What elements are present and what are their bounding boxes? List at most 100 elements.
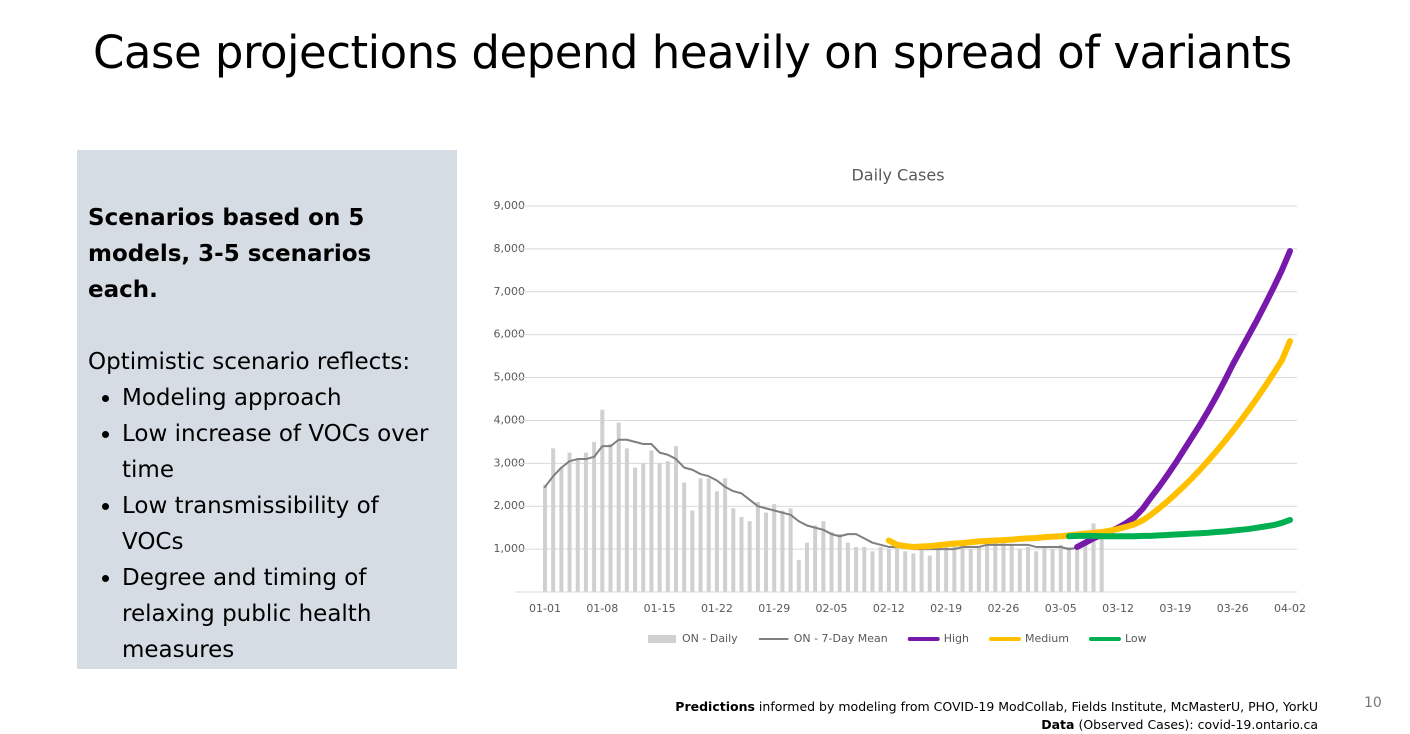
footer: Predictions informed by modeling from COV… — [675, 698, 1318, 734]
bar — [1026, 546, 1031, 592]
bar — [616, 422, 621, 592]
bar — [641, 463, 646, 592]
bar — [583, 452, 588, 592]
page-number: 10 — [1364, 695, 1382, 711]
bar — [1009, 544, 1014, 592]
bar — [1066, 546, 1071, 592]
bar — [1050, 549, 1055, 592]
bar — [731, 508, 736, 592]
bar — [952, 542, 957, 592]
bar — [698, 478, 703, 592]
bar — [723, 478, 728, 592]
bar — [1091, 523, 1096, 592]
bar — [1099, 536, 1104, 592]
series-line — [1065, 516, 1293, 540]
x-tick-label: 04-02 — [1274, 602, 1306, 615]
bar — [968, 549, 973, 592]
y-tick-label: 9,000 — [494, 199, 526, 212]
bar — [559, 467, 564, 592]
panel-intro: Optimistic scenario reflects: — [88, 349, 411, 375]
bar — [804, 542, 809, 592]
y-tick-label: 8,000 — [494, 242, 526, 255]
bar — [870, 551, 875, 592]
bar — [911, 553, 916, 592]
bar — [862, 546, 867, 592]
bar — [543, 484, 547, 592]
bullet: Low transmissibility of VOCs — [122, 488, 447, 560]
x-tick-label: 02-12 — [873, 602, 905, 615]
bar — [706, 478, 711, 592]
bar — [714, 491, 719, 592]
y-tick-label: 4,000 — [494, 413, 526, 426]
bar — [1083, 544, 1088, 592]
bar — [845, 542, 850, 592]
footer-text: (Observed Cases): covid-19.ontario.ca — [1078, 717, 1318, 732]
bar — [551, 448, 556, 592]
bar — [1001, 538, 1006, 592]
legend-label: Medium — [1025, 632, 1069, 645]
bar — [1017, 549, 1022, 592]
legend-label: Low — [1125, 632, 1147, 645]
bar — [935, 549, 940, 592]
legend-label: ON - Daily — [682, 632, 738, 645]
bar — [944, 546, 949, 592]
bar — [649, 450, 654, 592]
bar — [1058, 544, 1063, 592]
bar — [813, 525, 818, 592]
bar — [796, 559, 801, 592]
bar — [903, 551, 908, 592]
bar — [673, 446, 678, 592]
bar — [624, 448, 629, 592]
text-panel: Scenarios based on 5 models, 3-5 scenari… — [77, 150, 457, 669]
bar — [886, 549, 891, 592]
footer-bold: Data — [1041, 717, 1075, 732]
bar — [755, 501, 760, 592]
bar — [690, 510, 695, 592]
bar — [747, 521, 752, 592]
bar — [1042, 546, 1047, 592]
bar — [976, 546, 981, 592]
y-tick-label: 5,000 — [494, 371, 526, 384]
bullet: Low increase of VOCs over time — [122, 416, 447, 488]
bar — [772, 504, 777, 592]
bar — [600, 409, 605, 592]
x-tick-label: 01-08 — [586, 602, 618, 615]
bar — [567, 452, 572, 592]
y-tick-label: 7,000 — [494, 285, 526, 298]
x-tick-label: 03-26 — [1217, 602, 1249, 615]
bar — [895, 544, 900, 592]
footer-text: informed by modeling from COVID-19 ModCo… — [758, 699, 1318, 714]
bar — [682, 482, 687, 592]
bar — [960, 546, 965, 592]
legend-label: ON - 7-Day Mean — [794, 632, 888, 645]
bar — [927, 555, 932, 592]
y-tick-label: 1,000 — [494, 542, 526, 555]
x-tick-label: 03-19 — [1159, 602, 1191, 615]
bar — [1075, 549, 1080, 592]
x-tick-label: 01-29 — [758, 602, 790, 615]
x-tick-label: 02-05 — [816, 602, 848, 615]
bar — [788, 508, 793, 592]
chart-title: Daily Cases — [851, 166, 944, 185]
x-tick-label: 02-19 — [930, 602, 962, 615]
bar — [608, 444, 613, 592]
footer-bold: Predictions — [675, 699, 755, 714]
footer-line: Data (Observed Cases): covid-19.ontario.c… — [675, 716, 1318, 734]
bar — [821, 521, 826, 592]
bullet: Modeling approach — [122, 380, 447, 416]
bar — [575, 459, 580, 592]
bar — [993, 542, 998, 592]
x-tick-label: 01-15 — [644, 602, 676, 615]
bar — [739, 516, 744, 592]
bullet-list: Modeling approach Low increase of VOCs o… — [88, 380, 447, 668]
y-tick-label: 2,000 — [494, 499, 526, 512]
x-tick-label: 01-22 — [701, 602, 733, 615]
bar — [829, 531, 834, 592]
bar — [665, 461, 670, 592]
x-tick-label: 02-26 — [987, 602, 1019, 615]
bar — [985, 544, 990, 592]
y-tick-label: 3,000 — [494, 456, 526, 469]
bar — [657, 463, 662, 592]
